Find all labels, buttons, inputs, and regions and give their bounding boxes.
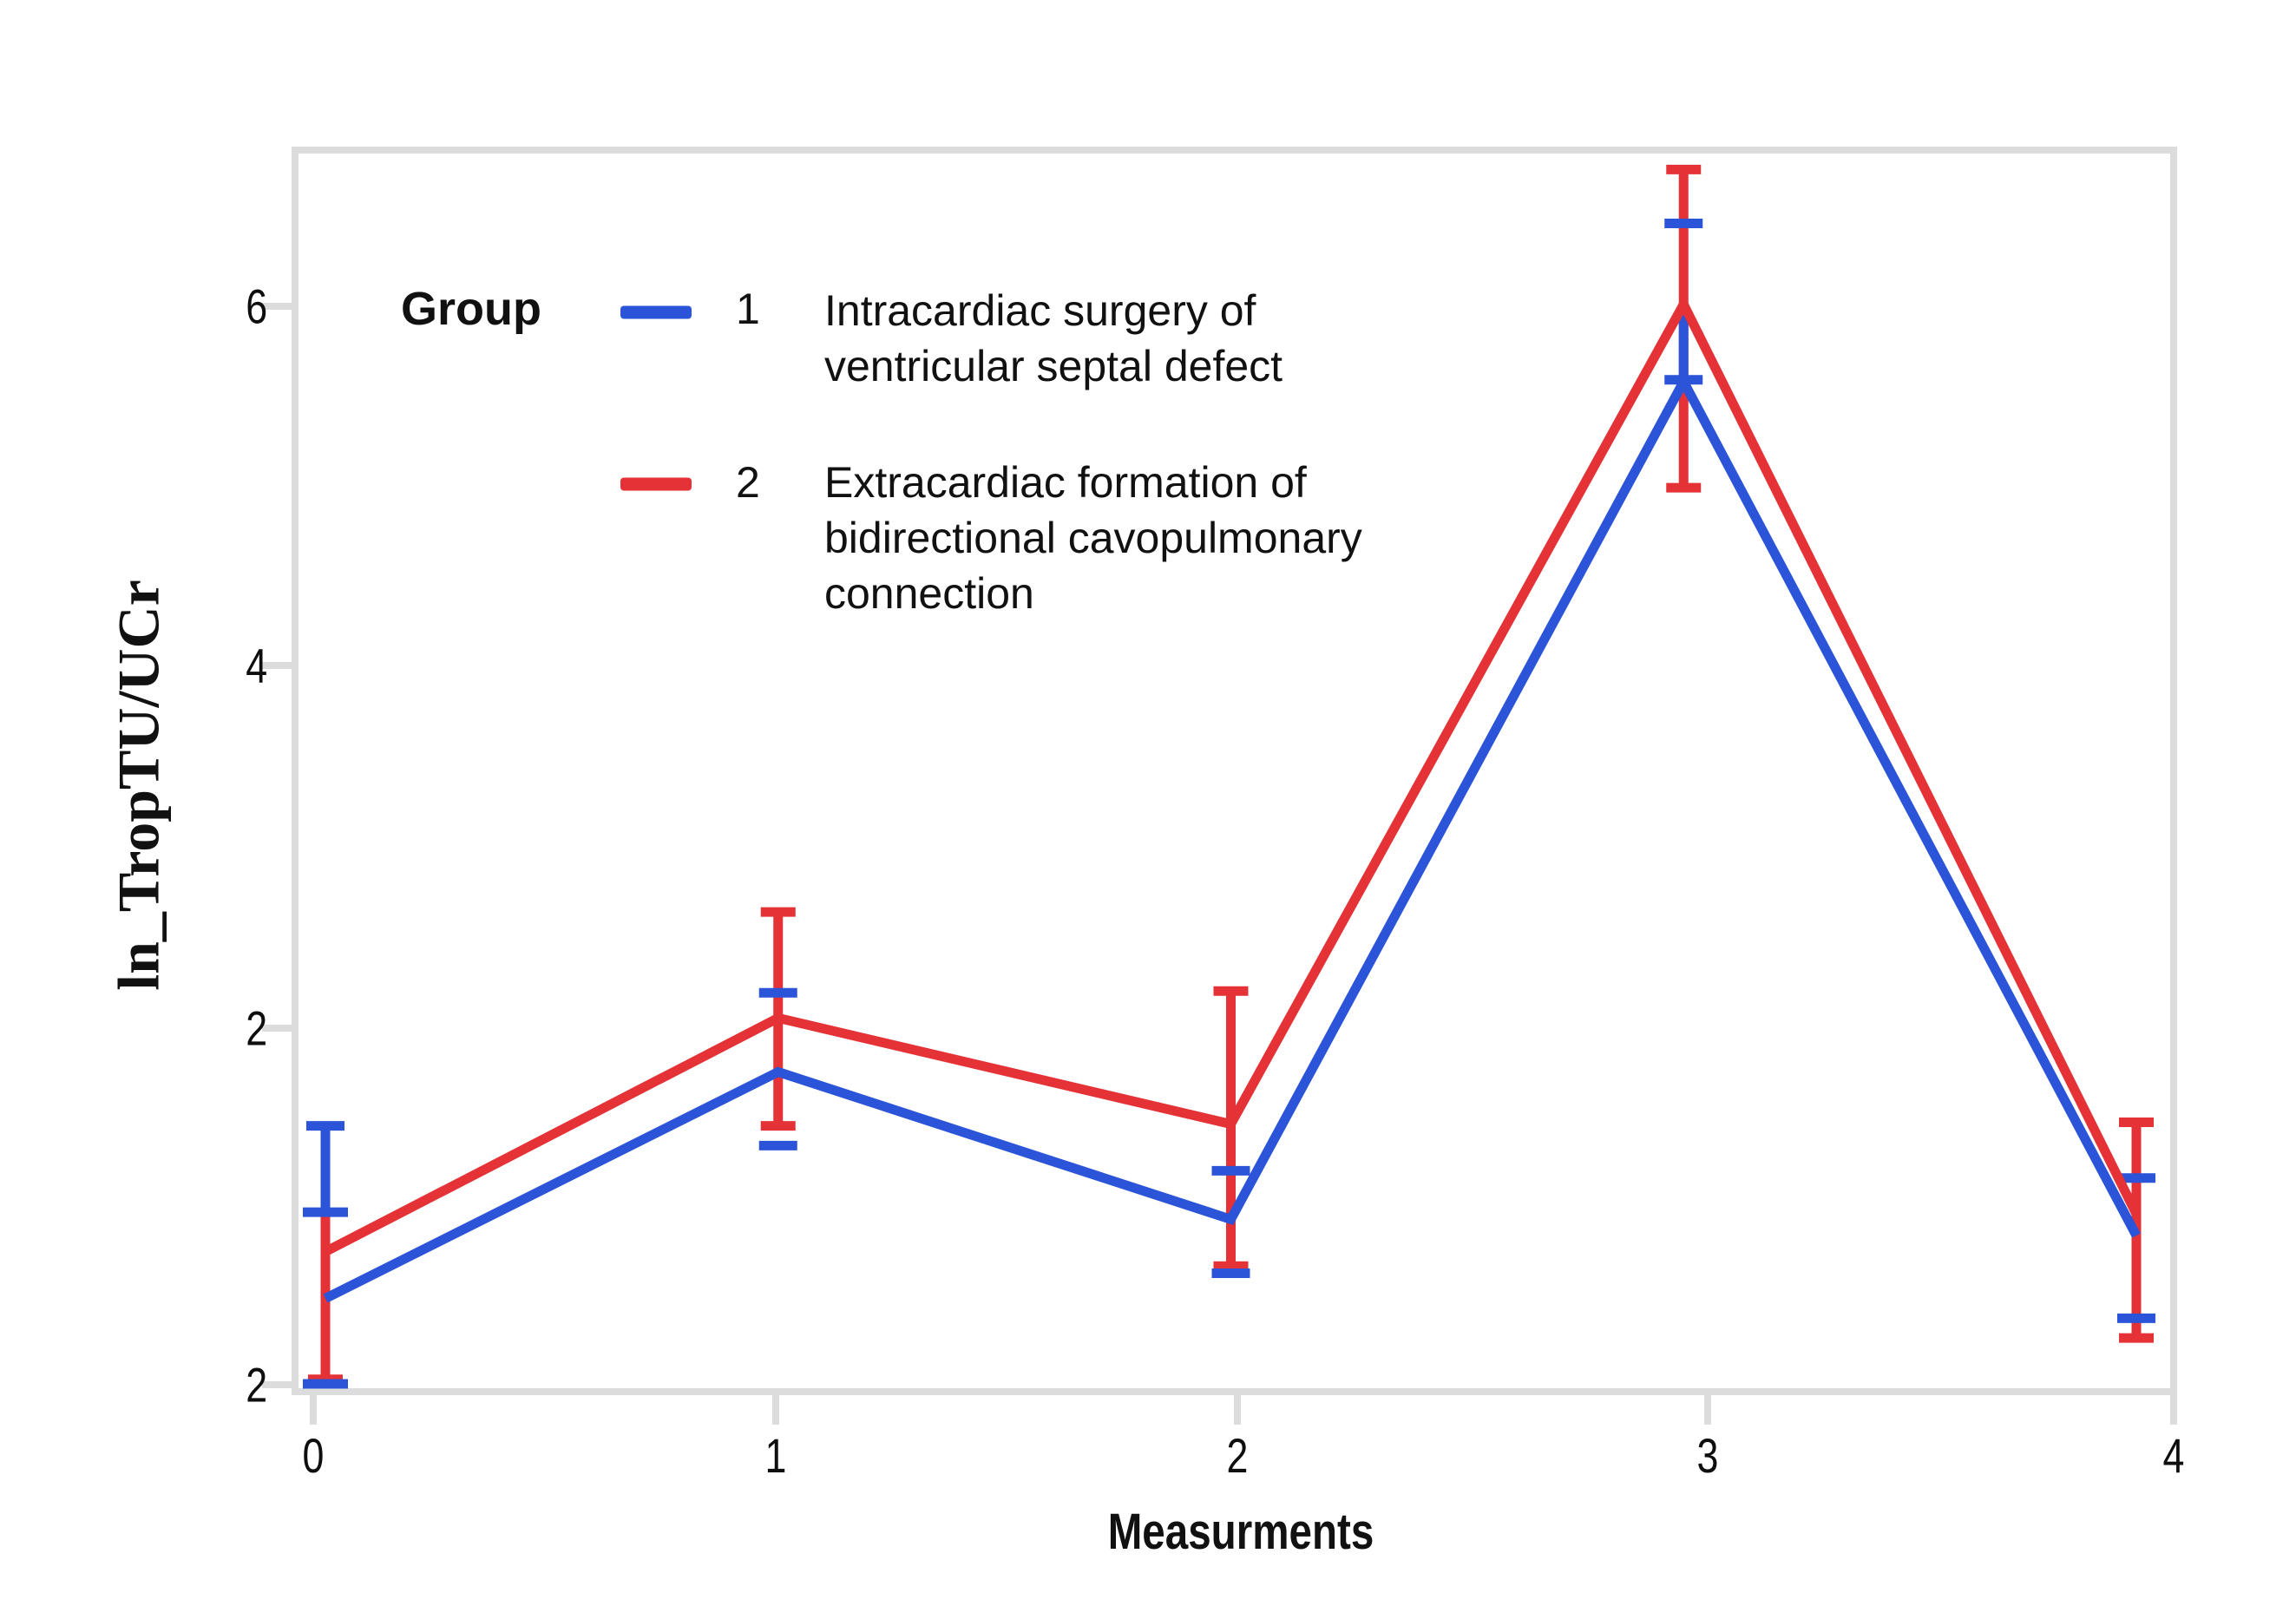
legend-title: Group xyxy=(401,283,541,335)
y-axis-title: ln_TropTU/UCr xyxy=(105,580,172,991)
legend-label-2-line-3: connection xyxy=(824,569,1034,618)
legend-key-2: 2 xyxy=(736,458,760,507)
legend-label-2: Extracardiac formation of bidirectional … xyxy=(824,455,1362,621)
legend-label-1-line-1: Intracardiac surgery of xyxy=(824,286,1256,335)
legend-label-2-line-2: bidirectional cavopulmonary xyxy=(824,514,1362,562)
y-tick-label: 2 xyxy=(246,1357,267,1413)
y-tick-label: 6 xyxy=(246,279,267,334)
x-tick-label: 3 xyxy=(1696,1428,1719,1483)
series-line xyxy=(323,371,2141,1303)
x-tick-label: 4 xyxy=(2162,1428,2185,1483)
y-tick-label: 4 xyxy=(246,638,267,693)
legend-label-2-line-1: Extracardiac formation of xyxy=(824,458,1307,507)
legend-swatch-red xyxy=(620,477,692,491)
legend-key-1: 1 xyxy=(736,285,760,333)
x-axis-title: Measurments xyxy=(1107,1504,1374,1560)
legend-swatch-blue xyxy=(620,305,692,319)
legend-label-1: Intracardiac surgery of ventricular sept… xyxy=(824,283,1282,394)
y-tick-label: 2 xyxy=(246,1000,267,1056)
x-tick-label: 2 xyxy=(1226,1428,1249,1483)
legend-label-1-line-2: ventricular septal defect xyxy=(824,342,1283,390)
x-tick-label: 0 xyxy=(302,1428,325,1483)
x-tick-label: 1 xyxy=(764,1428,787,1483)
series-line xyxy=(323,293,2141,1256)
